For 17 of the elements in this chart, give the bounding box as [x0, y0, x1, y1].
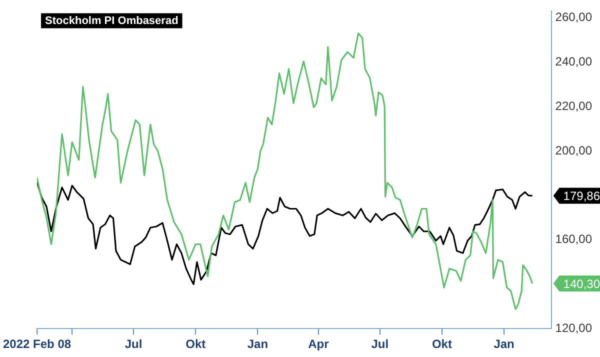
x-tick-label: 2022 Feb 08	[3, 337, 72, 352]
y-tick-label: 200,00	[555, 143, 592, 158]
x-tick-label: Okt	[186, 337, 206, 352]
text: Stockholm PI Ombaserad	[45, 15, 178, 28]
y-tick-label: 260,00	[555, 10, 592, 24]
y-tick-label: 240,00	[555, 54, 592, 69]
x-tick-label: Apr	[308, 337, 330, 352]
x-tick-label: Jan	[247, 337, 268, 352]
y-tick-label: 160,00	[555, 232, 592, 246]
x-tick-label: Okt	[432, 337, 452, 352]
y-tick-label: 120,00	[555, 320, 592, 335]
x-tick-label: Jan	[494, 337, 514, 352]
text: 140,30	[563, 276, 600, 291]
text: 179,86	[563, 189, 600, 204]
x-tick-label: Jul	[124, 337, 142, 352]
x-tick-label: Jul	[371, 337, 389, 352]
y-tick-label: 220,00	[555, 98, 592, 113]
